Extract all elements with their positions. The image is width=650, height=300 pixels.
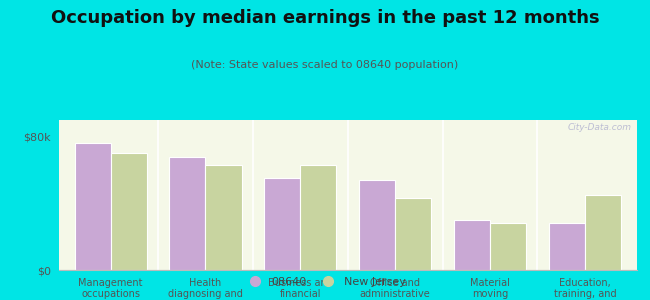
- Bar: [454, 220, 490, 270]
- Bar: [205, 165, 242, 270]
- Bar: [111, 153, 147, 270]
- Bar: [549, 223, 585, 270]
- Text: (Note: State values scaled to 08640 population): (Note: State values scaled to 08640 popu…: [191, 60, 459, 70]
- Bar: [170, 157, 205, 270]
- Bar: [300, 165, 336, 270]
- Bar: [265, 178, 300, 270]
- Legend: 08640, New Jersey: 08640, New Jersey: [240, 273, 410, 291]
- Bar: [585, 195, 621, 270]
- Text: Occupation by median earnings in the past 12 months: Occupation by median earnings in the pas…: [51, 9, 599, 27]
- Bar: [75, 143, 110, 270]
- Text: City-Data.com: City-Data.com: [567, 123, 631, 132]
- Bar: [359, 180, 395, 270]
- Bar: [395, 198, 431, 270]
- Bar: [490, 223, 526, 270]
